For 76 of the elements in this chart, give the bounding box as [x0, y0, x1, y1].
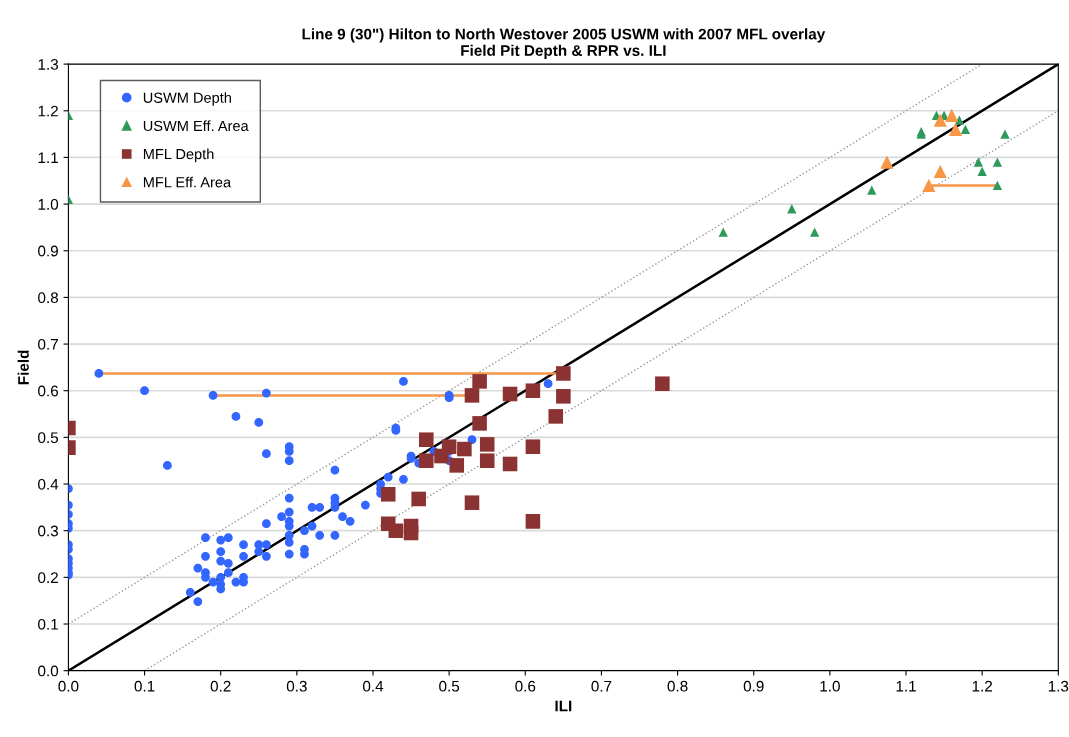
point	[655, 376, 670, 392]
y-tick-label: 0.9	[38, 245, 58, 257]
x-tick-label: 0.7	[591, 680, 612, 692]
point	[718, 227, 728, 237]
y-tick-label: 0.8	[38, 292, 59, 304]
point	[449, 458, 465, 473]
x-tick-label: 1.1	[896, 680, 916, 692]
point	[472, 374, 487, 389]
x-tick-label: 1.2	[972, 680, 993, 692]
x-tick-label: 0.0	[58, 680, 79, 692]
point	[441, 439, 457, 454]
point	[933, 113, 947, 127]
point	[548, 409, 564, 424]
x-tick-label: 0.8	[667, 680, 688, 692]
x-tick-label: 0.4	[362, 680, 384, 692]
point	[992, 180, 1003, 191]
x-tick-label: 0.1	[134, 680, 155, 692]
point	[411, 491, 426, 507]
point	[922, 178, 936, 193]
point	[809, 227, 820, 237]
point	[502, 386, 518, 402]
point	[954, 115, 964, 125]
y-tick-label: 0.0	[38, 665, 59, 677]
point	[945, 108, 959, 123]
x-tick-label: 0.6	[515, 680, 536, 692]
legend-label: USWM Depth	[143, 92, 231, 106]
point	[525, 383, 541, 399]
x-tick-label: 1.3	[1048, 680, 1069, 692]
point	[380, 487, 396, 502]
legend-label: USWM Eff. Area	[143, 120, 249, 132]
y-tick-label: 0.5	[38, 432, 59, 444]
y-tick-label: 0.4	[38, 478, 59, 490]
point	[472, 416, 487, 431]
point	[525, 514, 541, 529]
point	[556, 366, 571, 381]
x-tick-label: 0.2	[210, 680, 231, 692]
x-tick-label: 0.3	[286, 680, 307, 692]
x-tick-label: 1.0	[820, 680, 840, 692]
legend-label: MFL Depth	[143, 148, 214, 163]
point	[973, 157, 984, 167]
point	[977, 166, 987, 177]
point	[464, 388, 480, 403]
y-tick-label: 0.1	[38, 618, 58, 630]
point	[556, 389, 571, 404]
point	[479, 453, 495, 468]
point	[464, 495, 480, 510]
point	[1000, 129, 1010, 139]
y-tick-label: 0.7	[38, 338, 58, 350]
y-tick-label: 1.2	[38, 105, 58, 117]
point	[960, 124, 971, 135]
point	[457, 441, 472, 457]
y-tick-label: 0.6	[38, 385, 59, 397]
point	[419, 453, 434, 468]
point	[880, 155, 894, 169]
y-tick-label: 1.0	[38, 198, 59, 210]
point	[502, 456, 518, 472]
y-tick-label: 0.3	[38, 525, 59, 537]
x-tick-label: 0.5	[439, 680, 460, 692]
point	[419, 432, 434, 447]
legend-label: MFL Eff. Area	[143, 176, 232, 188]
x-axis-title: ILI	[555, 700, 572, 712]
point	[948, 122, 963, 137]
x-tick-label: 0.9	[743, 680, 764, 692]
y-tick-label: 0.2	[38, 572, 58, 584]
point	[525, 439, 541, 454]
point	[388, 523, 404, 538]
point	[479, 437, 495, 452]
point	[992, 157, 1003, 167]
point	[787, 204, 797, 214]
y-tick-label: 1.3	[38, 58, 59, 70]
point	[867, 185, 877, 195]
y-axis-title: Field	[17, 350, 29, 385]
chart-title: Line 9 (30") Hilton to North Westover 2005 USWM with 2007 MFL overlay Field Pit Depth & RPR vs. ILI	[302, 28, 826, 59]
point	[933, 164, 947, 179]
y-tick-label: 1.1	[38, 152, 58, 163]
point	[403, 525, 419, 541]
